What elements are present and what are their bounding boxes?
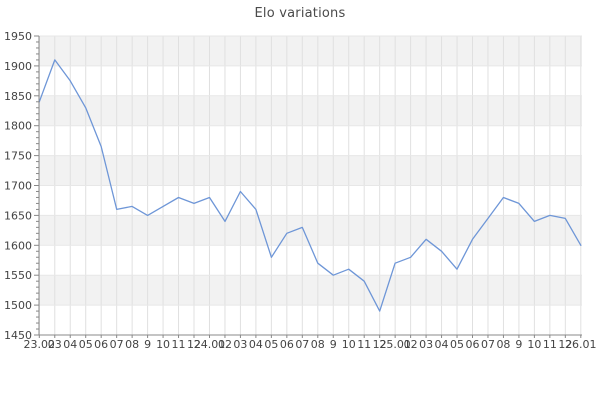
- y-axis-label: 1800: [4, 120, 32, 133]
- x-axis-label: 05: [79, 338, 93, 351]
- x-axis-label: 07: [295, 338, 309, 351]
- x-axis-label: 26.01: [565, 338, 597, 351]
- x-axis-label: 08: [496, 338, 510, 351]
- plot-band: [39, 36, 582, 66]
- x-axis-label: 9: [144, 338, 151, 351]
- chart-title: Elo variations: [254, 6, 346, 21]
- x-axis-label: 25.01: [379, 338, 411, 351]
- plot-band: [39, 155, 582, 186]
- y-axis-label: 1600: [4, 239, 32, 252]
- x-axis-label: 11: [172, 338, 186, 351]
- y-axis-label: 1700: [4, 180, 32, 193]
- x-axis-label: 03: [233, 338, 247, 351]
- y-axis-label: 1650: [4, 209, 32, 222]
- x-axis-label: 04: [63, 338, 77, 351]
- plot-band: [39, 215, 582, 246]
- x-axis-label: 07: [481, 338, 495, 351]
- x-axis-label: 05: [264, 338, 278, 351]
- x-axis-label: 12: [558, 338, 572, 351]
- y-axis-label: 1850: [4, 90, 32, 103]
- y-axis-label: 1500: [4, 299, 32, 312]
- y-axis-label: 1550: [4, 269, 32, 282]
- x-axis-label: 10: [527, 338, 541, 351]
- x-axis-label: 05: [450, 338, 464, 351]
- x-axis-label: 06: [280, 338, 294, 351]
- x-axis-label: 03: [48, 338, 62, 351]
- plot-band: [39, 95, 582, 126]
- x-axis-label: 9: [515, 338, 522, 351]
- x-axis-label: 03: [419, 338, 433, 351]
- y-axis-label: 1450: [4, 329, 32, 342]
- y-axis-label: 1950: [4, 30, 32, 43]
- elo-line-series: [38, 59, 582, 312]
- x-axis-label: 04: [435, 338, 449, 351]
- y-axis-label: 1750: [4, 150, 32, 163]
- x-axis-label: 08: [125, 338, 139, 351]
- x-axis-label: 10: [156, 338, 170, 351]
- x-axis-label: 04: [249, 338, 263, 351]
- x-axis-label: 11: [357, 338, 371, 351]
- y-axis-label: 1900: [4, 60, 32, 73]
- x-axis-label: 23.02: [24, 338, 56, 351]
- plot-band: [39, 275, 582, 306]
- x-axis-label: 02: [404, 338, 418, 351]
- x-axis-label: 10: [342, 338, 356, 351]
- x-axis-label: 24.01: [194, 338, 226, 351]
- x-axis-label: 02: [218, 338, 232, 351]
- x-axis-label: 06: [466, 338, 480, 351]
- x-axis-label: 07: [110, 338, 124, 351]
- x-axis-label: 11: [543, 338, 557, 351]
- x-axis-label: 12: [187, 338, 201, 351]
- x-axis-label: 12: [373, 338, 387, 351]
- x-axis-label: 9: [330, 338, 337, 351]
- x-axis-label: 06: [94, 338, 108, 351]
- x-axis-label: 08: [311, 338, 325, 351]
